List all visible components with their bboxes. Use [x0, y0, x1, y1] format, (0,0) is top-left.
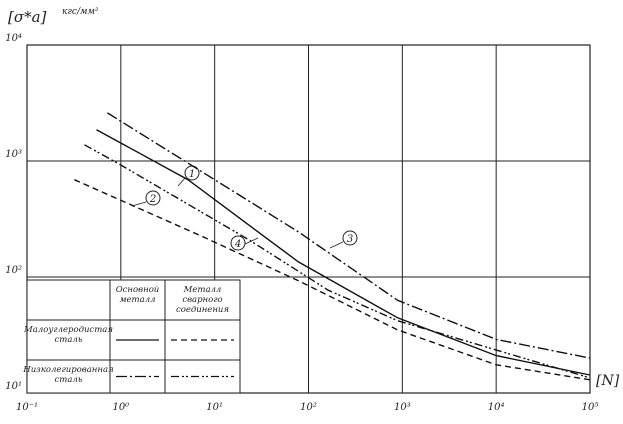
y-axis-label: [σ*a] — [8, 8, 47, 26]
x-tick-label: 10² — [300, 402, 317, 413]
table-text: Низколегированная сталь — [22, 365, 114, 385]
x-tick-label: 10⁴ — [488, 402, 505, 413]
curve-label-circle — [230, 235, 246, 251]
legend-table — [26, 279, 241, 394]
x-tick-label: 10⁰ — [112, 402, 129, 413]
x-tick-label: 10⁵ — [582, 402, 599, 413]
curve-label: 4 — [234, 239, 241, 250]
x-tick-label: 10³ — [394, 402, 411, 413]
curve-label: 1 — [189, 169, 195, 180]
curve-label-circle — [342, 230, 358, 246]
table-text: Основной металл — [116, 285, 160, 305]
curve — [107, 112, 591, 359]
x-tick-label: 10⁻¹ — [16, 402, 38, 413]
table-text: Малоуглеродистая сталь — [23, 325, 113, 345]
curve — [84, 144, 591, 379]
label-leaders — [131, 177, 344, 249]
y-tick-label: 10⁴ — [5, 33, 22, 44]
curve — [74, 179, 591, 381]
y-tick-label: 10³ — [5, 149, 22, 160]
table-text: Металл сварного соединения — [176, 285, 229, 315]
leader — [329, 241, 344, 249]
curve-label-circle — [145, 190, 161, 206]
y-tick-label: 10² — [5, 265, 22, 276]
x-axis-label: [N] — [596, 373, 620, 389]
leader — [177, 177, 186, 187]
curve — [96, 129, 591, 376]
curve-label: 2 — [149, 194, 156, 205]
leader — [131, 201, 147, 207]
y-axis-unit: кгс/мм² — [62, 7, 99, 17]
x-tick-label: 10¹ — [206, 402, 223, 413]
y-tick-label: 10¹ — [5, 381, 22, 392]
curve-label: 3 — [347, 234, 353, 245]
